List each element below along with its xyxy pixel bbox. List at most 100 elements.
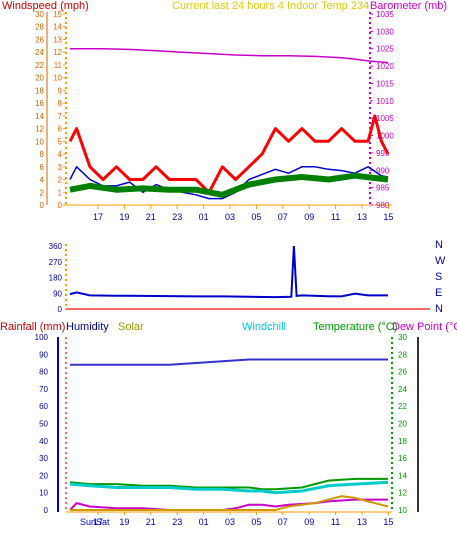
- x-tick-label: 15: [383, 517, 393, 527]
- y-right-tick-label: 1025: [376, 45, 394, 54]
- y-left2-tick-label: 16: [35, 99, 44, 108]
- y-left2-tick-label: 28: [35, 23, 44, 32]
- y-right-tick-label: 985: [376, 184, 390, 193]
- y-right-tick-label: 990: [376, 166, 390, 175]
- y-left-tick-label: 9: [58, 86, 63, 95]
- y-left2-tick-label: 6: [40, 163, 45, 172]
- temp-tick-label: 12: [398, 489, 407, 498]
- x-tick-label: 01: [199, 517, 209, 527]
- humidity-tick-label: 20: [39, 471, 48, 480]
- humidity-tick-label: 50: [39, 420, 48, 429]
- compass-label: E: [435, 287, 442, 299]
- series-temperature: [69, 477, 388, 491]
- series-dew-point: [69, 498, 388, 511]
- temp-tick-label: 22: [398, 402, 407, 411]
- x-tick-label: 05: [251, 517, 261, 527]
- panel3-label: Windchill: [242, 321, 286, 333]
- humidity-tick-label: 90: [39, 350, 48, 359]
- y-right-label: Barometer (mb): [370, 0, 447, 12]
- y-left-tick-label: 6: [58, 125, 63, 134]
- temp-tick-label: 10: [398, 506, 407, 515]
- y-left2-tick-label: 20: [35, 74, 44, 83]
- y-left2-tick-label: 4: [40, 176, 45, 185]
- y-left2-tick-label: 12: [35, 125, 44, 134]
- y-left-tick-label: 8: [58, 99, 63, 108]
- panel3-label: Rainfall (mm): [0, 321, 65, 333]
- y-left2-tick-label: 2: [40, 188, 45, 197]
- x-tick-label: 19: [119, 212, 129, 222]
- humidity-tick-label: 70: [39, 385, 48, 394]
- y-left-label: Windspeed (mph): [2, 0, 89, 12]
- y-right-tick-label: 1035: [376, 10, 394, 19]
- x-tick-label: 17: [93, 212, 103, 222]
- y-right-tick-label: 1015: [376, 79, 394, 88]
- temp-tick-label: 28: [398, 350, 407, 359]
- y-left2-tick-label: 10: [35, 137, 44, 146]
- x-tick-label: 17: [93, 517, 103, 527]
- x-tick-label: 03: [225, 517, 235, 527]
- humidity-tick-label: 10: [39, 489, 48, 498]
- x-tick-label: 03: [225, 212, 235, 222]
- humidity-tick-label: 100: [35, 333, 49, 342]
- y-left2-tick-label: 8: [40, 150, 45, 159]
- compass-label: S: [435, 271, 442, 283]
- y-left-tick-label: 11: [54, 61, 63, 70]
- y-left-tick-label: 5: [58, 137, 63, 146]
- compass-label: N: [435, 303, 443, 315]
- y-right-tick-label: 1020: [376, 62, 394, 71]
- dir-tick-label: 360: [49, 242, 63, 251]
- y-left2-tick-label: 14: [35, 112, 44, 121]
- dir-tick-label: 90: [53, 289, 62, 298]
- humidity-tick-label: 30: [39, 454, 48, 463]
- panel3-label: Temperature (°C): [313, 321, 397, 333]
- humidity-tick-label: 60: [39, 402, 48, 411]
- temp-tick-label: 16: [398, 454, 407, 463]
- temp-tick-label: 30: [398, 333, 407, 342]
- y-right-tick-label: 1010: [376, 97, 394, 106]
- temp-tick-label: 26: [398, 368, 407, 377]
- x-tick-label: 09: [304, 212, 314, 222]
- y-left2-tick-label: 0: [40, 201, 45, 210]
- y-left-tick-label: 2: [58, 176, 63, 185]
- x-tick-label: 23: [172, 212, 182, 222]
- day-label-sat: Sat: [96, 517, 110, 527]
- y-left2-tick-label: 22: [35, 61, 44, 70]
- chart-title: Current last 24 hours 4 Indoor Temp 234: [172, 0, 369, 12]
- series-direction: [69, 245, 388, 299]
- series-humidity: [70, 358, 388, 366]
- y-right-tick-label: 1030: [376, 27, 394, 36]
- series-solar: [70, 495, 389, 511]
- y-right-tick-label: 980: [376, 201, 390, 210]
- x-tick-label: 23: [172, 517, 182, 527]
- y-left-tick-label: 0: [58, 201, 63, 210]
- x-tick-label: 07: [278, 212, 288, 222]
- y-left2-tick-label: 18: [35, 86, 44, 95]
- y-left-tick-label: 12: [53, 48, 62, 57]
- y-left-tick-label: 10: [53, 74, 62, 83]
- x-tick-label: 21: [146, 212, 156, 222]
- humidity-tick-label: 80: [39, 368, 48, 377]
- y-right-tick-label: 1005: [376, 114, 394, 123]
- humidity-tick-label: 40: [39, 437, 48, 446]
- panel3-label: Dew Point (°C): [392, 321, 457, 333]
- x-tick-label: 13: [357, 517, 367, 527]
- x-tick-label: 07: [278, 517, 288, 527]
- x-tick-label: 11: [331, 517, 340, 527]
- y-left-tick-label: 7: [58, 112, 63, 121]
- y-left-tick-label: 13: [53, 35, 62, 44]
- y-left-tick-label: 3: [58, 163, 63, 172]
- y-right-tick-label: 1000: [376, 132, 394, 141]
- panel3-label: Solar: [118, 321, 144, 333]
- y-left-tick-label: 14: [53, 23, 62, 32]
- x-tick-label: 19: [119, 517, 129, 527]
- x-tick-label: 05: [251, 212, 261, 222]
- dir-tick-label: 0: [58, 305, 63, 314]
- y-left2-tick-label: 26: [35, 35, 44, 44]
- y-right-tick-label: 995: [376, 149, 390, 158]
- x-tick-label: 21: [146, 517, 156, 527]
- temp-tick-label: 20: [398, 420, 407, 429]
- series-wind-direction-band: [69, 172, 389, 198]
